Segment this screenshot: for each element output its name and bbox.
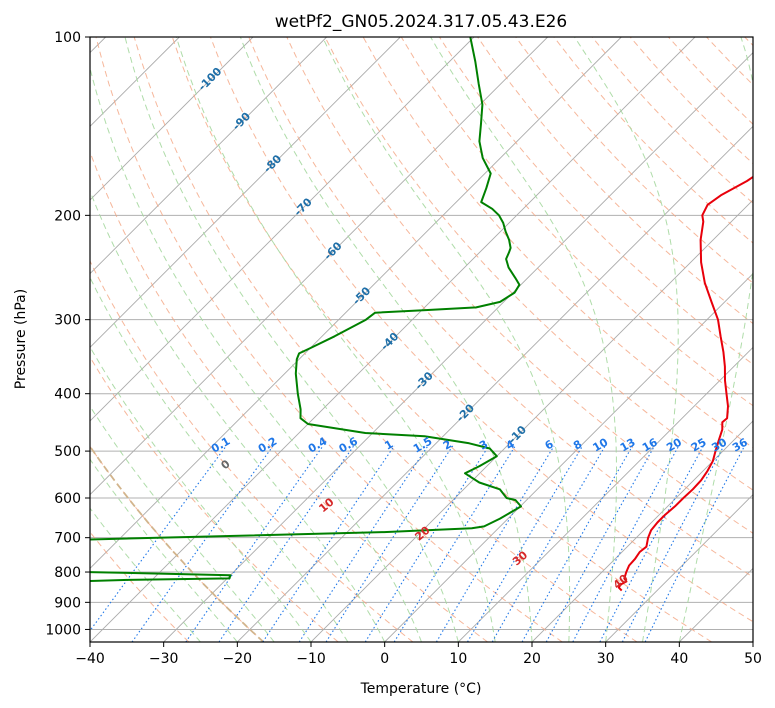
moist-adiabat-line — [175, 37, 496, 642]
mixing-ratio-line — [545, 445, 656, 642]
moist-adiabat-line — [90, 276, 349, 642]
dry-adiabat-line — [324, 37, 753, 491]
x-tick-label: 10 — [449, 651, 467, 667]
mixing-ratio-line — [131, 445, 274, 642]
moist-adiabat-line — [678, 37, 753, 642]
isotherm-line — [458, 346, 753, 642]
reference-adiabat-line — [90, 444, 265, 642]
isotherm-line — [90, 37, 401, 348]
x-tick-label: −20 — [223, 651, 253, 667]
dry-adiabat-line — [171, 37, 712, 642]
y-tick-label: 900 — [54, 595, 81, 611]
x-tick-label: −40 — [75, 651, 105, 667]
moist-adiabat-line — [90, 189, 386, 642]
dry-adiabat-line — [248, 37, 753, 578]
moist-adiabat-line — [90, 405, 275, 642]
isotherm-line — [237, 125, 753, 642]
mixing-ratio-line — [435, 445, 555, 642]
mixing-ratio-line — [364, 445, 490, 642]
moist-adiabat-line — [322, 37, 571, 642]
x-axis-title: Temperature (°C) — [360, 681, 482, 697]
x-tick-label: 50 — [744, 651, 762, 667]
x-tick-label: −30 — [149, 651, 179, 667]
dry-adiabat-line — [95, 37, 563, 642]
isotherm-line — [90, 37, 475, 422]
moist-adiabat-line — [90, 458, 238, 642]
isotherm-line — [90, 37, 548, 496]
isotherm-line — [90, 37, 327, 275]
mixing-ratio-line — [644, 445, 746, 642]
dry-adiabat-line — [286, 37, 753, 534]
y-tick-label: 500 — [54, 444, 81, 460]
isotherm-line — [163, 52, 753, 642]
dry-adiabat-line — [133, 37, 638, 642]
plot-frame — [89, 36, 754, 643]
moist-adiabat-line — [90, 507, 201, 642]
isotherm-line — [90, 37, 622, 569]
x-tick-label: 30 — [597, 651, 615, 667]
mixing-ratio-line — [393, 445, 516, 642]
mixing-ratio-line — [218, 445, 355, 642]
x-tick-label: 0 — [380, 651, 389, 667]
y-axis-title: Pressure (hPa) — [13, 289, 29, 389]
dry-adiabat-line — [90, 356, 339, 642]
chart-title: wetPf2_GN05.2024.317.05.43.E26 — [275, 12, 567, 32]
y-tick-label: 300 — [54, 313, 81, 329]
mixing-ratio-line — [467, 445, 584, 642]
y-tick-label: 400 — [54, 387, 81, 403]
isotherm-line — [531, 420, 753, 642]
y-tick-label: 700 — [54, 531, 81, 547]
temperature-profile-line — [617, 89, 753, 592]
y-tick-label: 200 — [54, 208, 81, 224]
mixing-ratio-line — [298, 445, 429, 642]
y-tick-label: 100 — [54, 30, 81, 46]
dry-adiabat-line — [210, 37, 753, 623]
y-tick-label: 1000 — [45, 622, 81, 638]
moist-adiabat-line — [239, 37, 533, 642]
mixing-ratio-line — [521, 445, 633, 642]
moist-adiabat-line — [90, 65, 422, 642]
x-tick-label: 40 — [670, 651, 688, 667]
isotherm-line — [605, 494, 753, 642]
moist-adiabat-line — [574, 37, 679, 642]
isotherm-line — [384, 273, 753, 642]
isotherm-line — [90, 37, 254, 201]
mixing-ratio-line — [185, 445, 324, 642]
y-tick-label: 600 — [54, 491, 81, 507]
mixing-ratio-line — [325, 445, 454, 642]
dewpoint-profile-line — [90, 37, 522, 583]
mixing-ratio-line — [262, 445, 395, 642]
moist-adiabat-line — [430, 37, 617, 642]
x-tick-label: 20 — [523, 651, 541, 667]
y-tick-label: 800 — [54, 565, 81, 581]
dry-adiabat-line — [90, 259, 414, 642]
moist-adiabat-line — [124, 37, 459, 642]
x-tick-label: −10 — [296, 651, 326, 667]
mixing-ratio-line — [621, 445, 725, 642]
moist-adiabat-line — [90, 345, 312, 642]
dry-adiabat-line — [515, 37, 753, 284]
